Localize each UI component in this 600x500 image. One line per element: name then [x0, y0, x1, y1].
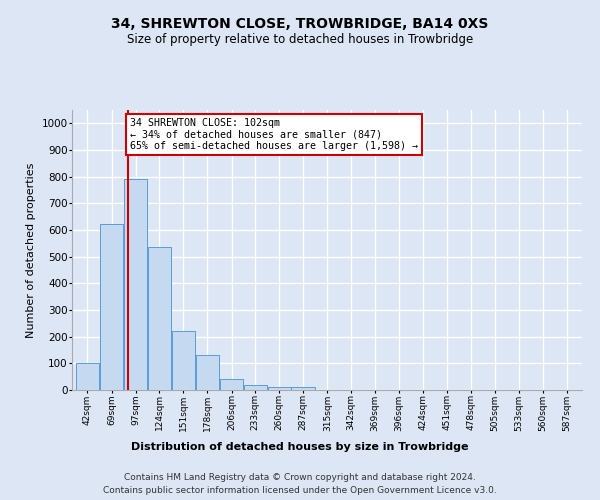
- Text: Contains HM Land Registry data © Crown copyright and database right 2024.: Contains HM Land Registry data © Crown c…: [124, 472, 476, 482]
- Y-axis label: Number of detached properties: Number of detached properties: [26, 162, 36, 338]
- Bar: [100, 224, 124, 390]
- Bar: [268, 388, 290, 390]
- Text: 34 SHREWTON CLOSE: 102sqm
← 34% of detached houses are smaller (847)
65% of semi: 34 SHREWTON CLOSE: 102sqm ← 34% of detac…: [130, 118, 418, 151]
- Bar: [172, 331, 194, 390]
- Bar: [244, 386, 267, 390]
- Text: Size of property relative to detached houses in Trowbridge: Size of property relative to detached ho…: [127, 32, 473, 46]
- Text: Contains public sector information licensed under the Open Government Licence v3: Contains public sector information licen…: [103, 486, 497, 495]
- Bar: [196, 354, 219, 390]
- Text: 34, SHREWTON CLOSE, TROWBRIDGE, BA14 0XS: 34, SHREWTON CLOSE, TROWBRIDGE, BA14 0XS: [112, 18, 488, 32]
- Bar: [124, 180, 147, 390]
- Bar: [292, 386, 315, 390]
- Bar: [76, 362, 99, 390]
- Bar: [220, 379, 243, 390]
- Bar: [148, 246, 171, 390]
- Text: Distribution of detached houses by size in Trowbridge: Distribution of detached houses by size …: [131, 442, 469, 452]
